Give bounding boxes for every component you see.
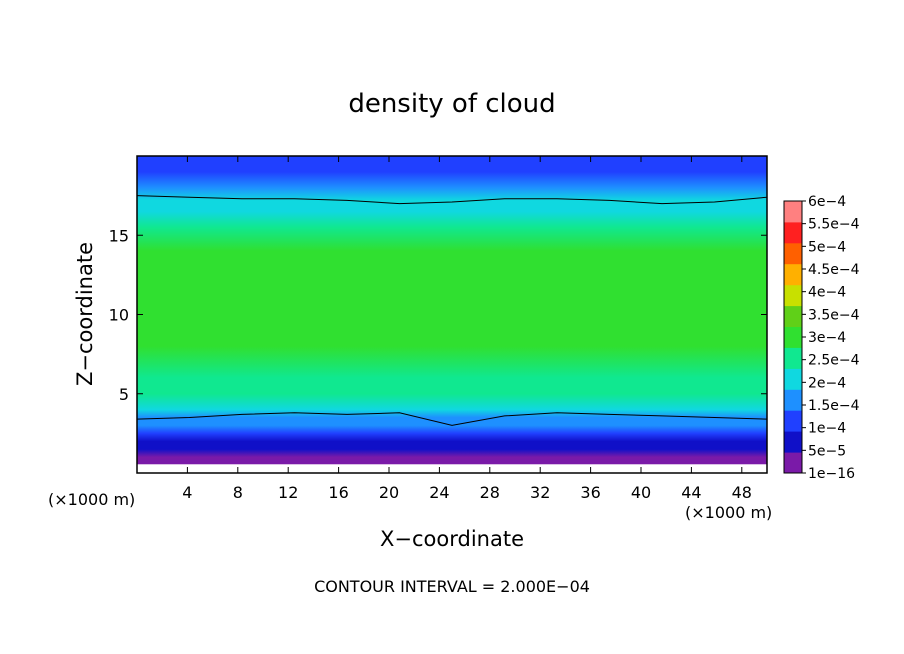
colorbar-label: 6e−4 [808,194,846,210]
contour-interval-note: CONTOUR INTERVAL = 2.000E−04 [314,577,590,596]
colorbar-swatch [784,242,802,265]
x-tick-label: 44 [681,483,701,502]
plot-area [137,156,767,473]
x-axis-label: X−coordinate [380,527,524,551]
colorbar-swatch [784,201,802,223]
x-tick-label: 36 [580,483,600,502]
contour-upper [136,195,768,205]
colorbar-swatch [784,305,802,327]
colorbar-label: 1e−4 [808,421,846,437]
colorbar-swatch [784,284,802,307]
x-tick-label: 48 [732,483,752,502]
y-unit-label: (×1000 m) [48,490,135,509]
colorbar-swatch [784,263,802,286]
chart-title: density of cloud [348,89,555,119]
colorbar-swatch [784,221,802,244]
x-tick-label: 28 [480,483,500,502]
y-tick-label: 5 [119,385,129,404]
colorbar-label: 5.5e−4 [808,217,860,233]
y-axis-ticks: 5 10 15 [109,226,767,404]
colorbar-label: 3e−4 [808,330,846,346]
colorbar-label: 5e−5 [808,443,846,459]
colorbar-label: 1.5e−4 [808,398,860,414]
colorbar-swatch [784,326,802,348]
x-unit-label: (×1000 m) [685,503,772,522]
contour-lower [136,412,768,426]
x-tick-label: 12 [278,483,298,502]
colorbar-label: 5e−4 [808,239,846,255]
x-tick-label: 20 [379,483,399,502]
colorbar-label: 2.5e−4 [808,353,860,369]
x-axis-ticks: 4 8 12 16 20 24 28 32 36 40 44 48 [182,156,752,502]
x-tick-label: 24 [429,483,449,502]
colorbar-swatch [784,347,802,369]
colorbar-swatch [784,368,802,390]
x-tick-label: 4 [182,483,192,502]
colorbar-label: 3.5e−4 [808,307,860,323]
density-field [137,156,767,473]
surface-gap [137,464,767,473]
x-tick-label: 8 [233,483,243,502]
colorbar-swatch [784,431,802,453]
colorbar-swatch [784,452,802,474]
x-tick-label: 16 [328,483,348,502]
colorbar-label: 4e−4 [808,285,846,301]
x-tick-label: 40 [631,483,651,502]
y-tick-label: 10 [109,306,129,325]
x-tick-label: 32 [530,483,550,502]
y-axis-label: Z−coordinate [73,242,97,386]
colorbar-swatch [784,389,802,411]
y-tick-label: 15 [109,226,129,245]
colorbar-label: 2e−4 [808,375,846,391]
colorbar-label: 1e−16 [808,466,855,482]
colorbar: 1e−16 5e−5 1e−4 1.5e−4 2e−4 2.5e−4 3e−4 3.5e−4 4… [783,194,860,482]
colorbar-swatch [784,410,802,432]
contour-lines [136,195,768,426]
colorbar-label: 4.5e−4 [808,262,860,278]
